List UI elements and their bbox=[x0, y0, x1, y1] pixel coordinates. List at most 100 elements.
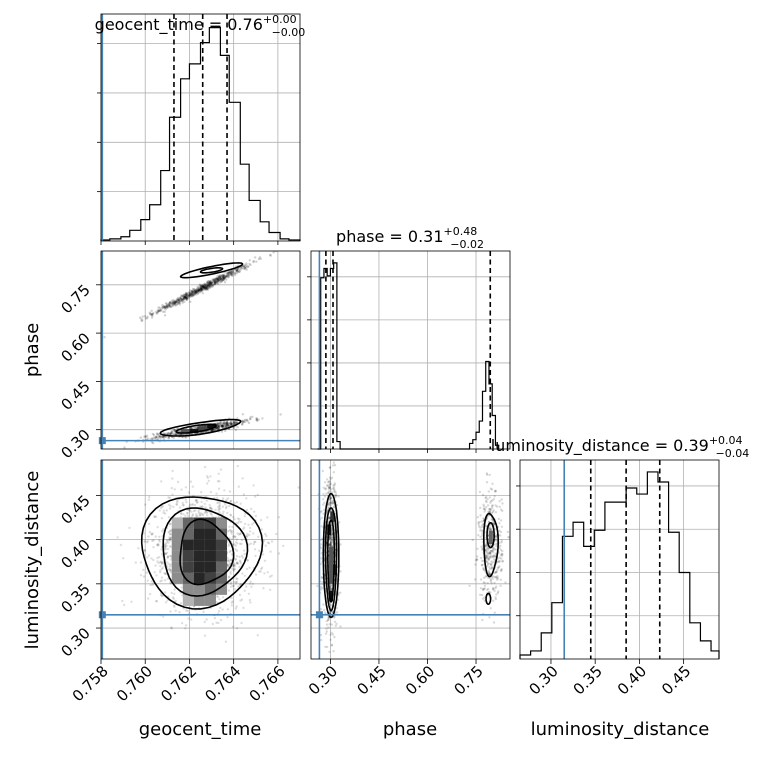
sample-point bbox=[174, 609, 177, 612]
density-cell bbox=[204, 572, 216, 584]
sample-point bbox=[191, 292, 194, 295]
sample-point bbox=[231, 568, 235, 571]
sample-point bbox=[166, 555, 170, 558]
sample-point bbox=[333, 505, 336, 509]
sample-point bbox=[479, 535, 482, 539]
sample-point bbox=[185, 297, 188, 300]
sample-point bbox=[180, 300, 183, 303]
sample-point bbox=[248, 259, 251, 262]
sample-point bbox=[326, 491, 330, 494]
sample-point bbox=[161, 310, 165, 313]
sample-point bbox=[210, 508, 214, 511]
sample-point bbox=[233, 568, 236, 571]
sample-point bbox=[244, 420, 247, 424]
sample-point bbox=[176, 500, 179, 504]
sample-point bbox=[221, 497, 225, 500]
sample-point bbox=[485, 506, 488, 509]
sample-point bbox=[164, 572, 168, 576]
sample-point bbox=[172, 301, 175, 304]
sample-point bbox=[191, 513, 195, 516]
sample-point bbox=[210, 281, 213, 285]
sample-point bbox=[226, 424, 230, 428]
sample-point bbox=[224, 276, 227, 279]
sample-point bbox=[330, 623, 334, 626]
sample-point bbox=[482, 520, 485, 523]
sample-point bbox=[495, 570, 498, 574]
sample-point bbox=[167, 516, 171, 519]
sample-point bbox=[203, 286, 206, 289]
sample-point bbox=[500, 557, 503, 560]
sample-point bbox=[167, 303, 170, 307]
sample-point bbox=[208, 283, 211, 286]
sample-point bbox=[255, 417, 259, 421]
sample-point bbox=[146, 315, 149, 318]
sample-point bbox=[187, 291, 190, 295]
panel-phase-vs-geocent-time bbox=[98, 250, 301, 450]
sample-point bbox=[320, 576, 323, 579]
sample-point bbox=[223, 277, 226, 280]
sample-point bbox=[229, 558, 232, 562]
sample-point bbox=[217, 279, 220, 282]
sample-point bbox=[156, 310, 160, 314]
sample-point bbox=[216, 279, 219, 282]
sample-point bbox=[190, 293, 193, 296]
sample-point bbox=[217, 425, 220, 428]
sample-point bbox=[228, 562, 231, 565]
sample-point bbox=[490, 511, 494, 515]
sample-point bbox=[220, 279, 224, 283]
contour-line bbox=[324, 507, 338, 612]
sample-point bbox=[185, 293, 188, 297]
sample-point bbox=[188, 505, 191, 508]
sample-point bbox=[170, 430, 173, 433]
sample-point bbox=[156, 437, 160, 440]
sample-point bbox=[501, 560, 504, 563]
sample-point bbox=[223, 425, 226, 428]
sample-point bbox=[176, 302, 179, 306]
sample-point bbox=[216, 496, 219, 500]
sample-point bbox=[227, 589, 231, 592]
sample-point bbox=[325, 619, 328, 623]
sample-point bbox=[335, 611, 339, 614]
sample-point bbox=[163, 307, 166, 310]
contour-line bbox=[485, 592, 492, 606]
sample-point bbox=[218, 422, 222, 425]
sample-point bbox=[218, 422, 221, 425]
sample-point bbox=[230, 604, 233, 607]
sample-point bbox=[324, 488, 327, 491]
sample-point bbox=[192, 292, 195, 295]
sample-point bbox=[484, 554, 488, 557]
sample-point bbox=[165, 509, 168, 512]
sample-point bbox=[203, 283, 206, 286]
sample-point bbox=[492, 509, 495, 512]
sample-point bbox=[214, 281, 217, 284]
sample-point bbox=[170, 626, 173, 629]
sample-point bbox=[214, 280, 217, 283]
sample-point bbox=[208, 282, 211, 285]
sample-point bbox=[226, 497, 230, 500]
sample-point bbox=[152, 441, 155, 445]
sample-point bbox=[197, 289, 200, 292]
sample-point bbox=[200, 285, 203, 288]
sample-point bbox=[163, 545, 167, 548]
sample-point bbox=[169, 432, 173, 435]
sample-point bbox=[213, 280, 217, 283]
sample-point bbox=[498, 565, 501, 568]
density-cell bbox=[333, 564, 337, 575]
sample-point bbox=[222, 276, 226, 280]
sample-point bbox=[480, 537, 484, 540]
y-tick-label: 0.45 bbox=[57, 377, 93, 413]
sample-point bbox=[264, 532, 267, 536]
sample-point bbox=[174, 301, 177, 304]
sample-point bbox=[488, 507, 492, 511]
sample-point bbox=[183, 298, 186, 301]
sample-point bbox=[188, 294, 191, 297]
sample-point bbox=[168, 496, 172, 499]
sample-point bbox=[150, 441, 154, 444]
sample-point bbox=[249, 601, 252, 604]
sample-point bbox=[487, 552, 490, 556]
sample-point bbox=[186, 514, 190, 518]
sample-point bbox=[162, 435, 165, 438]
sample-point bbox=[155, 310, 158, 313]
density-cell bbox=[215, 528, 228, 540]
sample-point bbox=[492, 599, 495, 602]
